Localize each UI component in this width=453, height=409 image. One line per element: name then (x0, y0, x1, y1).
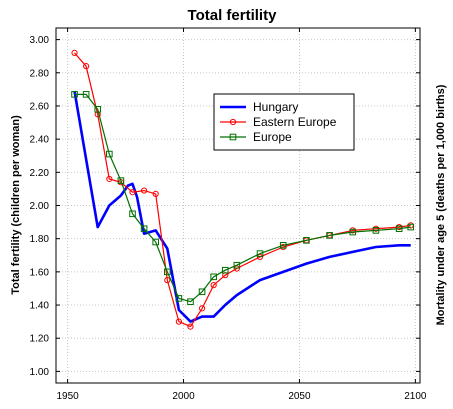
data-point (163, 268, 171, 276)
y-axis-label: Total fertility (children per woman) (10, 115, 22, 295)
data-point (229, 118, 237, 126)
series-eastern-europe (71, 49, 414, 330)
legend-label: Hungary (253, 100, 298, 114)
y-tick-label: 2.60 (30, 101, 50, 112)
legend-entry-hungary: Hungary (220, 100, 298, 114)
data-point (233, 261, 241, 269)
series-line (73, 90, 411, 323)
series-hungary (73, 90, 411, 323)
data-point (303, 237, 310, 244)
y-tick-label: 1.20 (30, 334, 50, 345)
data-point (140, 225, 148, 233)
data-point (175, 295, 183, 302)
data-point (256, 253, 264, 261)
data-point (71, 49, 78, 56)
data-point (141, 187, 148, 194)
data-point (326, 232, 333, 239)
data-point (279, 242, 287, 249)
data-point (198, 305, 206, 312)
y-tick-label: 3.00 (30, 35, 50, 46)
data-point (117, 177, 125, 184)
data-point (187, 323, 194, 330)
data-point (349, 228, 357, 236)
data-point (106, 150, 113, 158)
y-tick-label: 1.00 (30, 367, 50, 378)
series-group (71, 49, 415, 330)
data-point (164, 277, 171, 284)
data-point (82, 91, 90, 98)
data-point (221, 266, 229, 274)
legend-label: Eastern Europe (253, 115, 337, 129)
data-point (94, 105, 102, 113)
y-tick-label: 2.40 (30, 135, 50, 146)
data-point (229, 133, 237, 141)
y-tick-label: 1.40 (30, 301, 50, 312)
data-point (152, 238, 159, 246)
x-tick-label: 2050 (288, 391, 311, 402)
data-point (395, 225, 403, 233)
data-point (198, 288, 206, 296)
data-point (129, 189, 136, 196)
data-point (233, 265, 240, 272)
data-point (106, 175, 113, 183)
chart-title: Total fertility (188, 7, 278, 24)
data-point (71, 91, 78, 98)
data-point (187, 298, 194, 306)
y-tick-label: 1.80 (30, 234, 50, 245)
y2-axis-label: Mortality under age 5 (deaths per 1,000 … (435, 84, 447, 325)
y-axis: 1.00 1.20 1.40 1.60 1.80 2.00 2.20 2.40 2.60 2.80… (30, 35, 420, 378)
data-point (210, 282, 217, 289)
data-point (83, 63, 90, 70)
data-point (152, 190, 159, 197)
data-point (129, 210, 136, 218)
data-point (256, 250, 264, 257)
x-tick-label: 2100 (404, 391, 427, 402)
series-europe (71, 91, 415, 306)
data-point (210, 273, 217, 281)
y-tick-label: 2.20 (30, 168, 50, 179)
x-axis: 1950 2000 2050 2100 (56, 28, 427, 402)
x-tick-label: 1950 (56, 391, 79, 402)
y-tick-label: 2.80 (30, 68, 50, 79)
y-tick-label: 2.00 (30, 201, 50, 212)
legend-entry-europe: Europe (220, 130, 292, 144)
x-tick-label: 2000 (172, 391, 195, 402)
data-point (372, 227, 380, 234)
legend-label: Europe (253, 130, 292, 144)
legend-entry-eastern-europe: Eastern Europe (220, 115, 337, 129)
y-tick-label: 1.60 (30, 267, 50, 278)
data-point (407, 223, 415, 231)
series-line (74, 93, 411, 303)
data-point (175, 318, 182, 325)
